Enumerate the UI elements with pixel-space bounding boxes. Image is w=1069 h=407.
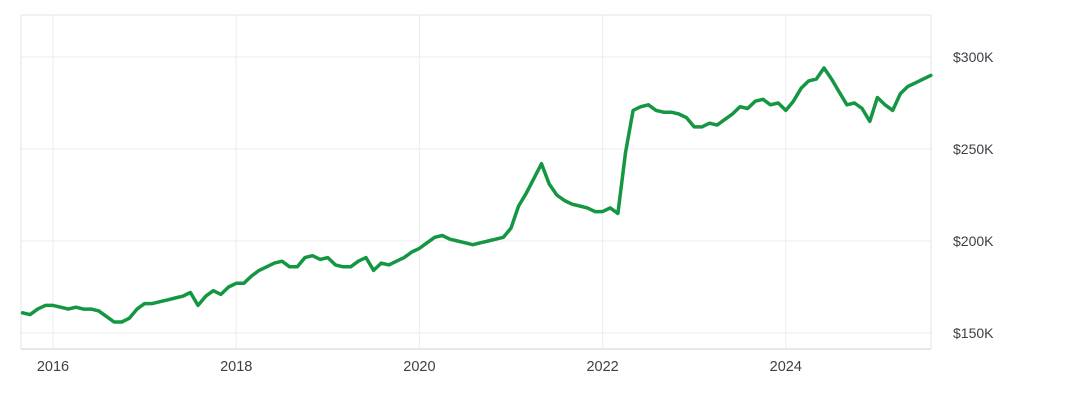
x-axis-tick-label: 2020 xyxy=(403,359,435,375)
y-axis-tick-label: $150K xyxy=(953,325,994,341)
price-line[interactable] xyxy=(20,66,933,324)
x-axis-tick-label: 2018 xyxy=(220,359,252,375)
axis-labels-layer: $300K $250K $200K $150K 2016 2018 2020 2022 2024 xyxy=(37,49,994,375)
series-layer xyxy=(20,66,933,324)
grid-layer xyxy=(20,14,932,350)
y-axis-tick-label: $250K xyxy=(953,141,994,157)
y-axis-tick-label: $200K xyxy=(953,233,994,249)
x-axis-tick-label: 2016 xyxy=(37,359,69,375)
x-axis-tick-label: 2022 xyxy=(586,359,618,375)
x-axis-tick-label: 2024 xyxy=(770,359,802,375)
y-axis-tick-label: $300K xyxy=(953,49,994,65)
